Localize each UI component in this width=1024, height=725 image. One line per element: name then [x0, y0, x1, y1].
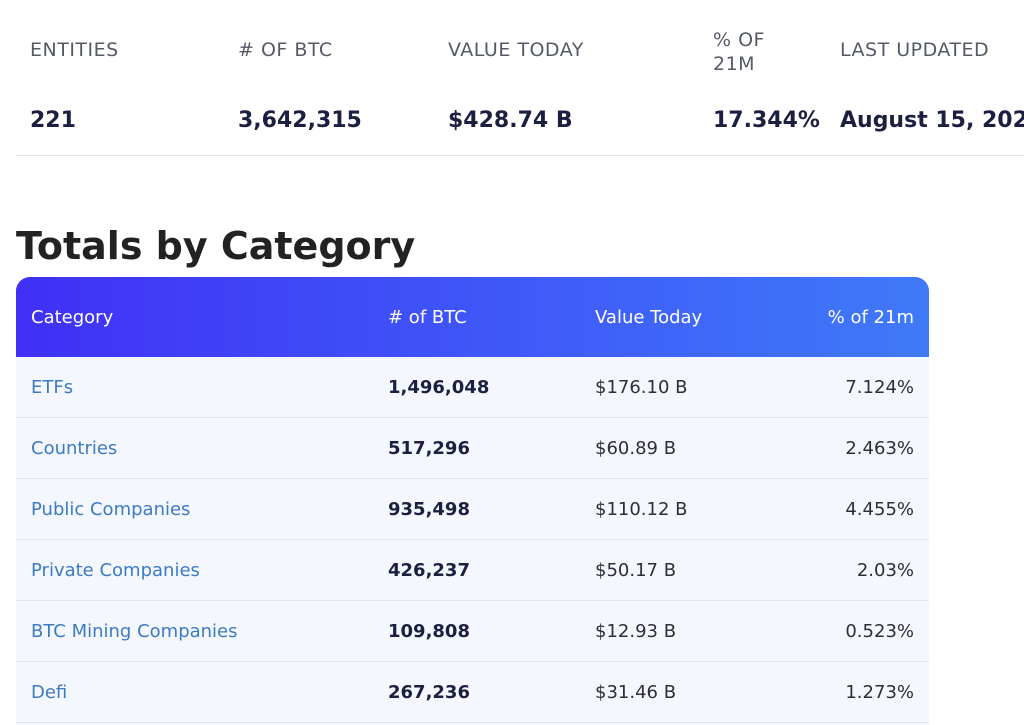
table-row: Private Companies 426,237 $50.17 B 2.03% — [16, 540, 929, 601]
stat-label: VALUE TODAY — [448, 39, 584, 61]
stat-label: LAST UPDATED — [840, 39, 990, 61]
value-today: $12.93 B — [595, 621, 677, 642]
value-today: $176.10 B — [595, 377, 688, 398]
stat-label: % OF 21M — [713, 29, 765, 75]
btc-amount: 1,496,048 — [388, 377, 490, 398]
category-link[interactable]: ETFs — [31, 377, 74, 398]
stat-value: $428.74 B — [448, 108, 573, 133]
category-link[interactable]: Defi — [31, 682, 68, 703]
percent-21m: 1.273% — [845, 682, 914, 703]
header-percent-21m[interactable]: % of 21m — [827, 307, 914, 328]
stat-value: 221 — [30, 108, 76, 133]
btc-amount: 517,296 — [388, 438, 470, 459]
btc-amount: 267,236 — [388, 682, 470, 703]
value-today: $31.46 B — [595, 682, 677, 703]
value-today: $50.17 B — [595, 560, 677, 581]
btc-amount: 426,237 — [388, 560, 470, 581]
percent-21m: 2.03% — [856, 560, 914, 581]
category-link[interactable]: Countries — [31, 438, 118, 459]
stat-value: August 15, 2025 — [840, 108, 1024, 133]
category-link[interactable]: BTC Mining Companies — [31, 621, 238, 642]
stat-label: ENTITIES — [30, 39, 119, 61]
stat-value: 17.344% — [713, 108, 820, 133]
stat-value: 3,642,315 — [238, 108, 362, 133]
table-row: BTC Mining Companies 109,808 $12.93 B 0.… — [16, 601, 929, 662]
value-today: $110.12 B — [595, 499, 688, 520]
btc-amount: 935,498 — [388, 499, 470, 520]
percent-21m: 0.523% — [845, 621, 914, 642]
percent-21m: 2.463% — [845, 438, 914, 459]
table-row: ETFs 1,496,048 $176.10 B 7.124% — [16, 357, 929, 418]
header-btc[interactable]: # of BTC — [388, 307, 467, 328]
value-today: $60.89 B — [595, 438, 677, 459]
percent-21m: 7.124% — [845, 377, 914, 398]
table-header: Category # of BTC Value Today % of 21m — [16, 277, 929, 357]
summary-stats: ENTITIES 221 # OF BTC 3,642,315 VALUE TO… — [16, 0, 1024, 156]
category-link[interactable]: Public Companies — [31, 499, 191, 520]
category-table: Category # of BTC Value Today % of 21m E… — [16, 277, 929, 725]
btc-amount: 109,808 — [388, 621, 470, 642]
header-value-today[interactable]: Value Today — [595, 307, 703, 328]
category-link[interactable]: Private Companies — [31, 560, 200, 581]
section-title: Totals by Category — [16, 224, 416, 268]
table-row: Defi 267,236 $31.46 B 1.273% — [16, 662, 929, 723]
header-category[interactable]: Category — [31, 307, 114, 328]
table-row: Countries 517,296 $60.89 B 2.463% — [16, 418, 929, 479]
table-row: Public Companies 935,498 $110.12 B 4.455… — [16, 479, 929, 540]
percent-21m: 4.455% — [845, 499, 914, 520]
stat-label: # OF BTC — [238, 39, 333, 61]
